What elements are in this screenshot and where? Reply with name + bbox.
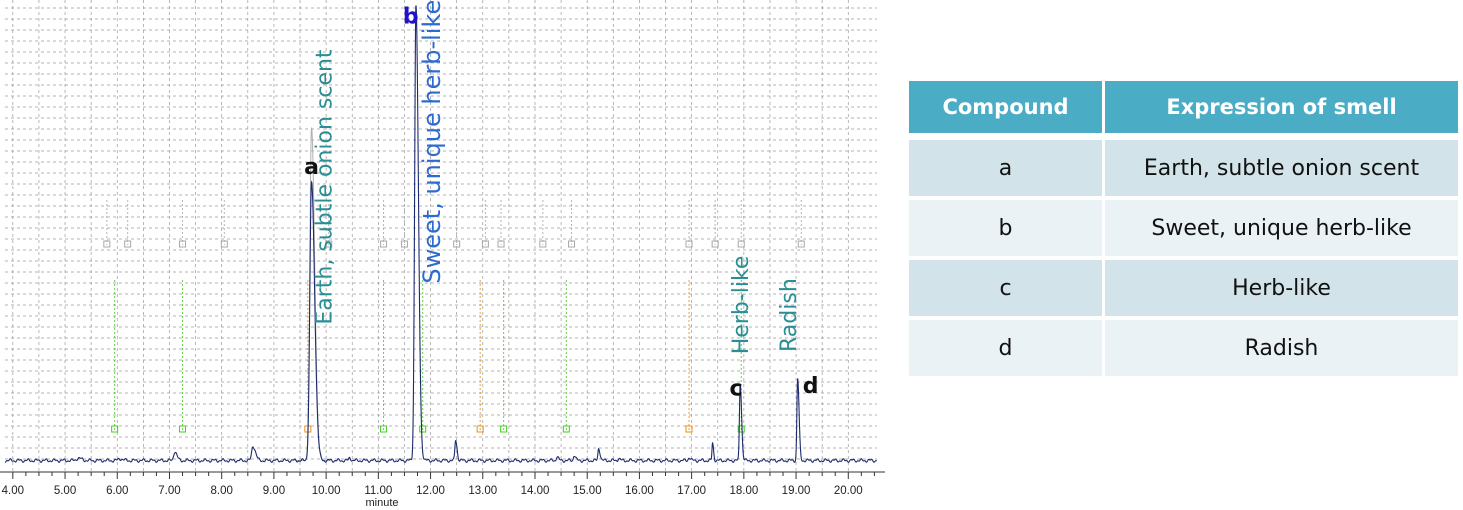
x-axis: 4.00 5.00 6.00 7.00 8.00 9.00 10.00 11.00 12.00 1…: [0, 471, 885, 497]
compound-marker-box: [685, 240, 693, 248]
table-header-row: Compound Expression of smell: [909, 81, 1458, 138]
peak-label: d: [803, 374, 819, 399]
compound-marker-box: [419, 425, 427, 433]
peak-label: a: [304, 155, 319, 180]
compound-marker-box: [400, 240, 408, 248]
compound-marker-box: [179, 240, 187, 248]
smell-cell: Radish: [1105, 318, 1458, 378]
smell-annotation: Radish: [777, 278, 802, 352]
table-row: c Herb-like: [909, 258, 1458, 318]
smell-annotation: Sweet, unique herb-like: [418, 0, 446, 284]
compound-marker-box: [711, 240, 719, 248]
compound-marker-box: [179, 425, 187, 433]
compound-marker-box: [380, 240, 388, 248]
chromatogram-trace: [4, 5, 877, 463]
x-tick-label: 8.00: [210, 485, 232, 497]
x-tick-label: 10.00: [312, 485, 341, 497]
x-axis-title: minute: [365, 497, 398, 509]
smell-annotation: Herb-like: [729, 256, 754, 355]
x-tick-label: 17.00: [677, 485, 706, 497]
compound-marker-box: [453, 240, 461, 248]
smell-annotations: Earth, subtle onion scent Sweet, unique h…: [312, 0, 802, 354]
chromatogram-svg: Earth, subtle onion scent Sweet, unique h…: [0, 0, 885, 509]
compound-marker-box: [124, 240, 132, 248]
x-tick-label: 4.00: [2, 485, 24, 497]
traces: [4, 5, 877, 463]
smell-cell: Sweet, unique herb-like: [1105, 198, 1458, 258]
compound-marker-box: [685, 425, 693, 433]
compound-cell: d: [909, 318, 1105, 378]
x-tick-label: 5.00: [54, 485, 76, 497]
x-tick-label: 6.00: [106, 485, 128, 497]
compound-marker-box: [103, 240, 111, 248]
peak-label: b: [403, 5, 419, 30]
x-tick-label: 13.00: [468, 485, 497, 497]
compound-marker-box: [500, 425, 508, 433]
compound-marker-box: [325, 240, 333, 248]
chromatogram-chart: Earth, subtle onion scent Sweet, unique h…: [0, 0, 885, 509]
x-tick-label: 16.00: [625, 485, 654, 497]
table-row: d Radish: [909, 318, 1458, 378]
x-tick-label: 19.00: [782, 485, 811, 497]
compound-marker-box: [562, 425, 570, 433]
compound-cell: a: [909, 138, 1105, 198]
x-tick-label: 14.00: [521, 485, 550, 497]
header-expression-of-smell: Expression of smell: [1105, 81, 1458, 138]
smell-table: Compound Expression of smell a Earth, su…: [909, 81, 1458, 378]
table-row: a Earth, subtle onion scent: [909, 138, 1458, 198]
x-tick-label: 12.00: [416, 485, 445, 497]
compound-marker-box: [568, 240, 576, 248]
compound-marker-box: [797, 240, 805, 248]
compound-marker-box: [539, 240, 547, 248]
compound-marker-box: [476, 425, 484, 433]
peak-labels: a b c d: [304, 5, 818, 402]
header-compound: Compound: [909, 81, 1105, 138]
x-tick-label: 9.00: [263, 485, 285, 497]
table-row: b Sweet, unique herb-like: [909, 198, 1458, 258]
compound-marker-box: [220, 240, 228, 248]
compound-cell: c: [909, 258, 1105, 318]
x-tick-label: 7.00: [158, 485, 180, 497]
smell-annotation: Earth, subtle onion scent: [312, 49, 337, 325]
compound-marker-box: [737, 240, 745, 248]
peak-label: c: [729, 376, 742, 401]
x-tick-label: 18.00: [729, 485, 758, 497]
smell-cell: Herb-like: [1105, 258, 1458, 318]
smell-cell: Earth, subtle onion scent: [1105, 138, 1458, 198]
compound-marker-box: [737, 425, 745, 433]
compound-marker-box: [497, 240, 505, 248]
x-tick-label: 15.00: [573, 485, 602, 497]
compound-markers: [103, 200, 805, 433]
compound-marker-box: [380, 425, 388, 433]
compound-marker-box: [481, 240, 489, 248]
x-tick-label: 11.00: [364, 485, 392, 497]
compound-marker-box: [111, 425, 119, 433]
compound-cell: b: [909, 198, 1105, 258]
grid-lines: [5, 0, 877, 472]
x-tick-label: 20.00: [834, 485, 863, 497]
